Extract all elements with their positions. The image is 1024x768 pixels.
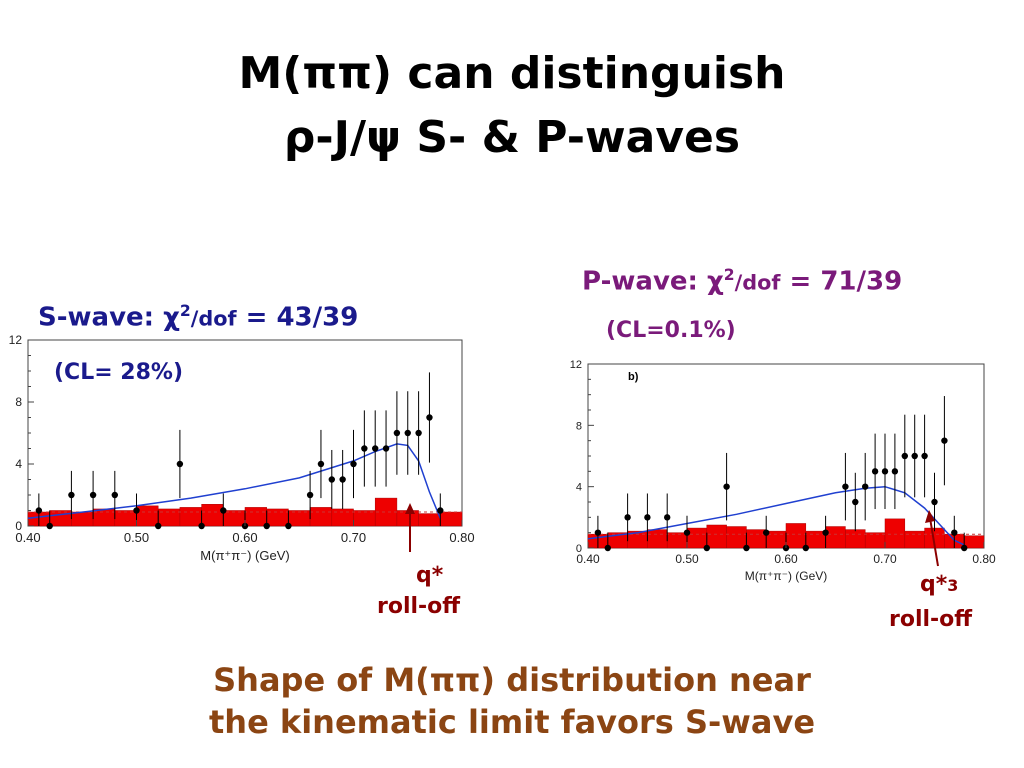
data-point <box>89 491 97 499</box>
x-tick-label: 0.70 <box>873 552 897 566</box>
swave-rolloff-label: roll-off <box>377 594 461 619</box>
y-tick-label: 12 <box>9 333 23 347</box>
data-point <box>901 452 908 460</box>
pwave-rolloff-arrow <box>929 517 939 567</box>
x-tick-label: 0.80 <box>449 530 474 545</box>
y-tick-label: 12 <box>570 359 582 371</box>
y-tick-label: 0 <box>15 519 22 533</box>
swave-q-label: q* <box>416 563 444 588</box>
data-point <box>763 529 770 536</box>
data-point <box>604 544 611 552</box>
data-point <box>46 522 53 530</box>
swave-label-dof: /dof <box>190 306 237 331</box>
data-point <box>198 522 205 530</box>
data-point <box>220 507 227 514</box>
data-point <box>951 529 958 536</box>
pwave-q-text: q* <box>920 572 948 597</box>
data-point <box>921 452 928 460</box>
data-point <box>133 507 140 514</box>
data-point <box>404 429 411 437</box>
conclusion-line1: Shape of M(ππ) distribution near <box>213 661 811 699</box>
data-point <box>382 445 390 452</box>
data-point <box>111 491 119 499</box>
data-point <box>743 544 750 552</box>
x-tick-label: 0.60 <box>232 530 257 545</box>
data-point <box>317 460 325 468</box>
data-point <box>723 483 730 490</box>
pwave-cl-label: (CL=0.1%) <box>606 318 736 343</box>
x-tick-label: 0.40 <box>576 552 600 566</box>
data-point <box>361 445 368 452</box>
data-point <box>961 544 968 552</box>
swave-chi2-label: S-wave: χ2/dof = 43/39 <box>38 302 358 333</box>
y-tick-label: 8 <box>15 395 22 409</box>
data-point <box>68 491 75 499</box>
swave-rolloff-arrowhead <box>405 503 415 514</box>
data-point <box>664 514 671 521</box>
data-point <box>683 529 691 536</box>
data-point <box>372 445 379 452</box>
data-point <box>624 514 631 521</box>
pwave-label-dof: /dof <box>734 270 781 295</box>
data-point <box>881 468 889 475</box>
swave-label-prefix: S-wave: χ <box>38 302 180 333</box>
swave-label-value: = 43/39 <box>236 302 359 333</box>
data-point <box>941 437 948 444</box>
panel-tag: b) <box>628 371 639 383</box>
swave-cl-label: (CL= 28%) <box>54 360 184 385</box>
data-point <box>176 460 184 468</box>
y-tick-label: 4 <box>15 457 22 471</box>
conclusion-line2: the kinematic limit favors S-wave <box>208 703 816 741</box>
slide-title-line1: M(ππ) can distinguish <box>238 48 786 99</box>
data-point <box>263 522 270 530</box>
data-point <box>35 507 43 514</box>
x-tick-label: 0.70 <box>341 530 366 545</box>
pwave-label-prefix: P-wave: χ <box>582 266 724 297</box>
x-tick-label: 0.40 <box>15 530 40 545</box>
x-tick-label: 0.50 <box>124 530 149 545</box>
data-point <box>155 522 162 530</box>
pwave-label-sup: 2 <box>723 266 735 284</box>
data-point <box>339 476 346 483</box>
data-point <box>594 529 602 536</box>
x-tick-label: 0.60 <box>774 552 798 566</box>
data-point <box>285 522 292 530</box>
data-point <box>437 507 444 514</box>
slide-title-line2: ρ-J/ψ S- & P-waves <box>283 112 741 163</box>
pwave-rolloff-label: roll-off <box>889 607 973 632</box>
data-point <box>393 429 401 437</box>
y-tick-label: 4 <box>576 482 582 494</box>
x-axis-label: M(π⁺π⁻) (GeV) <box>200 548 289 563</box>
x-axis-label: M(π⁺π⁻) (GeV) <box>745 569 828 583</box>
data-point <box>862 483 869 490</box>
x-tick-label: 0.80 <box>972 552 996 566</box>
pwave-label-value: = 71/39 <box>780 266 903 297</box>
data-point <box>822 529 829 536</box>
swave-label-sup: 2 <box>179 302 191 320</box>
pwave-q-label: q*3 <box>920 572 958 597</box>
data-point <box>644 514 651 521</box>
data-point <box>842 483 849 490</box>
data-point <box>415 429 422 437</box>
pwave-rolloff-arrowhead <box>925 510 935 523</box>
swave-chart: 0.40 0.50 0.60 0.70 0.80 0 4 8 12 M(π⁺π⁻) (GeV) <box>9 333 475 563</box>
pwave-chart: 0.40 0.50 0.60 0.70 0.80 0 4 8 12 M(π⁺π⁻) (GeV) b) <box>570 359 996 583</box>
pwave-q-sup: 3 <box>947 576 959 595</box>
data-point <box>911 452 918 460</box>
data-point <box>306 491 314 499</box>
y-tick-label: 8 <box>576 420 582 432</box>
data-point <box>350 460 357 468</box>
data-point <box>426 414 433 421</box>
data-point <box>871 468 879 475</box>
data-point <box>703 544 710 552</box>
data-point <box>802 544 809 552</box>
data-point <box>891 468 899 475</box>
data-point <box>931 498 938 506</box>
data-point <box>328 476 335 483</box>
pwave-chi2-label: P-wave: χ2/dof = 71/39 <box>582 266 902 297</box>
data-point <box>852 498 859 506</box>
y-tick-label: 0 <box>576 543 582 555</box>
x-tick-label: 0.50 <box>675 552 699 566</box>
